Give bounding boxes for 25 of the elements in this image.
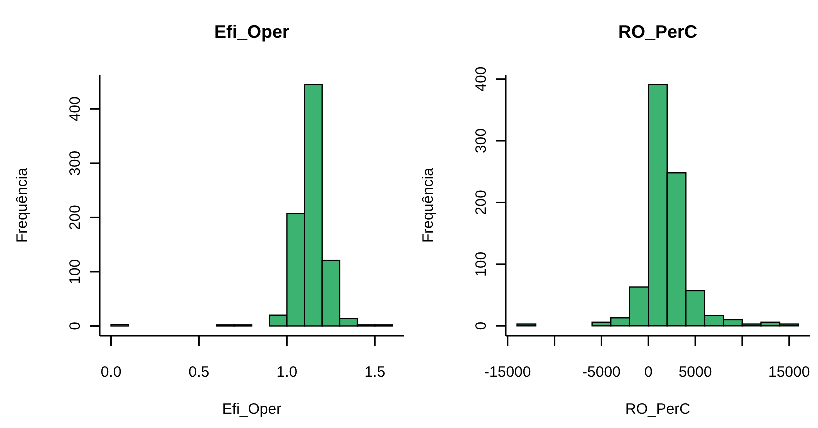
y-tick-label: 100 [67,259,84,284]
y-tick-label: 0 [473,322,490,330]
x-tick-label: -5000 [582,364,621,381]
x-tick-label: 15000 [768,364,810,381]
y-tick-label: 300 [67,150,84,176]
y-axis-title: Frequência [14,167,31,244]
y-tick-label: 200 [67,205,84,230]
chart-title: Efi_Oper [214,22,290,42]
y-tick-label: 100 [473,252,490,277]
y-tick-label: 400 [473,66,490,92]
y-tick-label: 400 [67,96,84,122]
x-tick-label: 5000 [678,364,712,381]
x-tick-label: -15000 [484,364,532,381]
x-tick-label: 1.5 [364,364,386,381]
y-tick-label: 300 [473,128,490,154]
x-tick-label: 0.5 [188,364,210,381]
x-tick-label: 1.0 [276,364,298,381]
y-axis-title: Frequência [420,167,437,244]
y-tick-label: 200 [473,190,490,216]
x-tick-label: 0.0 [100,364,122,381]
x-axis-title: Efi_Oper [222,401,282,418]
y-tick-label: 0 [67,322,84,330]
chart-title: RO_PerC [618,22,698,42]
x-axis-title: RO_PerC [625,401,691,418]
x-tick-label: 0 [644,364,653,381]
